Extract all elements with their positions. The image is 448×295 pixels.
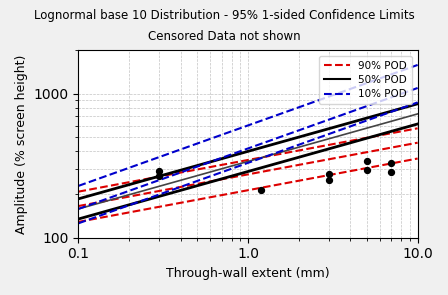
Text: Censored Data not shown: Censored Data not shown	[148, 30, 300, 42]
Point	[388, 170, 395, 175]
Point	[156, 169, 163, 173]
Point	[156, 173, 163, 178]
Point	[363, 159, 370, 163]
Point	[325, 178, 332, 183]
Legend: 90% POD, 50% POD, 10% POD: 90% POD, 50% POD, 10% POD	[319, 56, 413, 104]
Point	[258, 188, 265, 192]
Point	[363, 168, 370, 173]
Y-axis label: Amplitude (% screen height): Amplitude (% screen height)	[15, 54, 28, 234]
Text: Lognormal base 10 Distribution - 95% 1-sided Confidence Limits: Lognormal base 10 Distribution - 95% 1-s…	[34, 9, 414, 22]
X-axis label: Through-wall extent (mm): Through-wall extent (mm)	[166, 267, 330, 280]
Point	[325, 172, 332, 177]
Point	[388, 161, 395, 165]
